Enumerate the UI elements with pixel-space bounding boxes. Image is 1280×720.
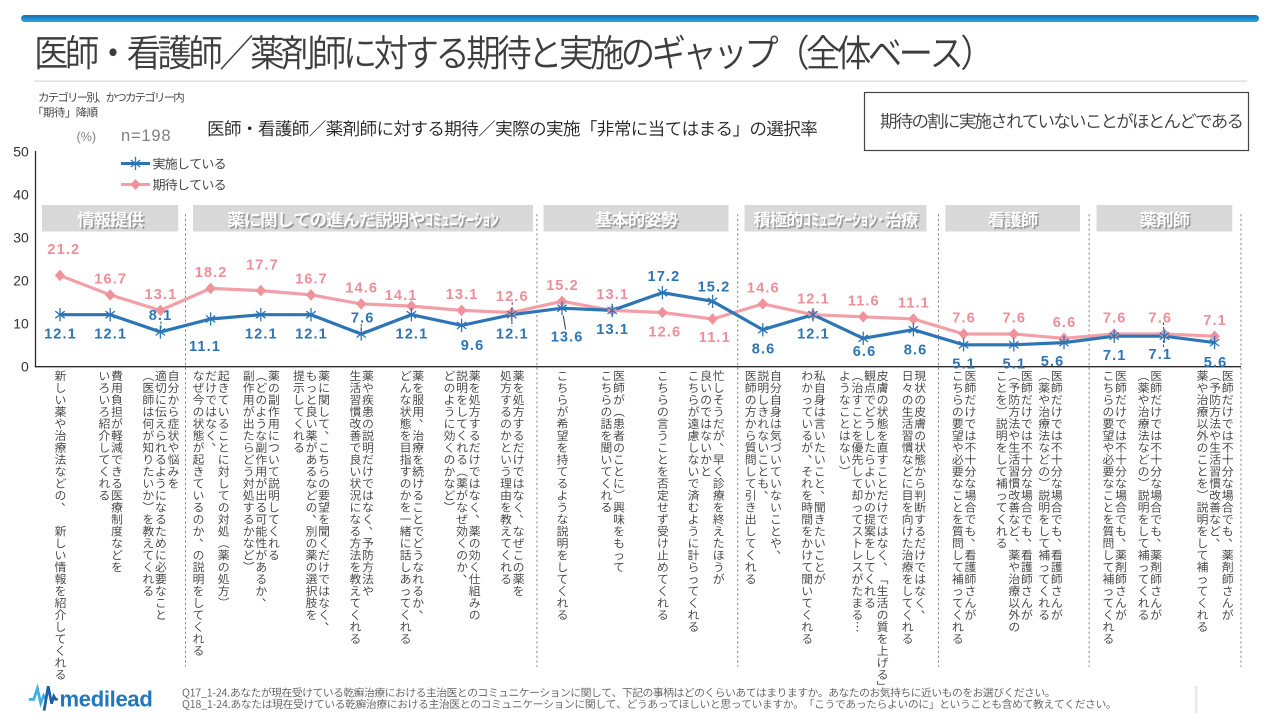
svg-text:12.1: 12.1 xyxy=(295,326,328,342)
svg-text:7.6: 7.6 xyxy=(351,311,375,327)
svg-text:50: 50 xyxy=(13,144,29,160)
svg-text:13.1: 13.1 xyxy=(144,287,177,303)
svg-text:16.7: 16.7 xyxy=(94,272,127,288)
svg-text:12.1: 12.1 xyxy=(496,326,529,342)
svg-text:13.1: 13.1 xyxy=(596,322,629,338)
svg-text:7.1: 7.1 xyxy=(1149,347,1173,363)
svg-text:40: 40 xyxy=(13,187,29,203)
svg-text:12.6: 12.6 xyxy=(496,289,529,305)
svg-text:12.1: 12.1 xyxy=(44,326,77,342)
svg-text:12.1: 12.1 xyxy=(94,326,127,342)
svg-text:7.6: 7.6 xyxy=(952,311,976,327)
svg-text:12.1: 12.1 xyxy=(797,291,830,307)
svg-text:6.6: 6.6 xyxy=(853,344,877,360)
svg-text:7.6: 7.6 xyxy=(1003,311,1027,327)
svg-text:5.6: 5.6 xyxy=(1204,355,1228,371)
svg-text:13.1: 13.1 xyxy=(596,287,629,303)
svg-text:15.2: 15.2 xyxy=(698,279,731,295)
svg-text:10: 10 xyxy=(13,316,29,332)
svg-text:14.1: 14.1 xyxy=(385,288,418,304)
svg-text:6.6: 6.6 xyxy=(1053,315,1077,331)
svg-text:14.6: 14.6 xyxy=(345,281,378,297)
svg-text:16.7: 16.7 xyxy=(295,272,328,288)
svg-text:13.1: 13.1 xyxy=(446,287,479,303)
svg-text:12.1: 12.1 xyxy=(245,326,278,342)
svg-text:18.2: 18.2 xyxy=(195,265,228,281)
svg-text:5.1: 5.1 xyxy=(1003,357,1027,373)
svg-text:11.1: 11.1 xyxy=(189,339,221,355)
svg-text:n=198: n=198 xyxy=(121,127,171,145)
svg-text:11.1: 11.1 xyxy=(898,296,930,312)
svg-text:11.6: 11.6 xyxy=(848,294,880,310)
svg-text:12.6: 12.6 xyxy=(648,325,681,341)
svg-text:12.1: 12.1 xyxy=(395,326,428,342)
svg-text:8.6: 8.6 xyxy=(752,342,776,358)
svg-text:13.6: 13.6 xyxy=(551,330,584,346)
svg-text:30: 30 xyxy=(13,230,29,246)
svg-text:7.1: 7.1 xyxy=(1203,313,1227,329)
svg-text:11.1: 11.1 xyxy=(699,330,731,346)
svg-text:14.6: 14.6 xyxy=(747,281,780,297)
svg-text:12.1: 12.1 xyxy=(797,326,830,342)
svg-text:7.1: 7.1 xyxy=(1103,348,1127,364)
svg-text:0: 0 xyxy=(21,359,29,375)
svg-text:17.7: 17.7 xyxy=(246,258,279,274)
svg-text:(%): (%) xyxy=(77,130,96,144)
svg-text:15.2: 15.2 xyxy=(546,278,579,294)
svg-text:7.6: 7.6 xyxy=(1103,311,1127,327)
svg-text:8.6: 8.6 xyxy=(904,343,928,359)
svg-text:17.2: 17.2 xyxy=(647,269,680,285)
svg-text:7.6: 7.6 xyxy=(1149,310,1173,326)
svg-text:20: 20 xyxy=(13,273,29,289)
svg-text:5.1: 5.1 xyxy=(952,357,976,373)
svg-text:9.6: 9.6 xyxy=(461,338,485,354)
svg-text:medilead: medilead xyxy=(60,686,153,711)
svg-text:8.1: 8.1 xyxy=(149,308,173,324)
svg-text:5.6: 5.6 xyxy=(1041,354,1065,370)
svg-text:21.2: 21.2 xyxy=(47,242,80,258)
